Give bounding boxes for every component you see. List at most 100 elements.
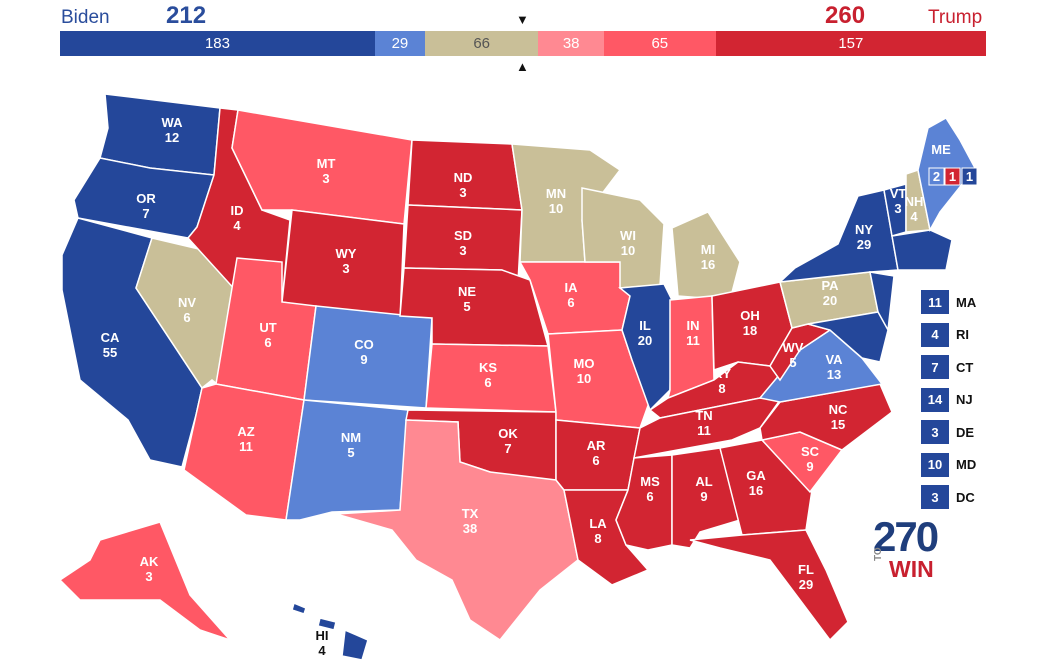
state-label-ca: CA (101, 330, 120, 345)
small-state-ev-box[interactable]: 3 (920, 484, 950, 510)
state-ev-in: 11 (686, 333, 700, 348)
state-label-ms: MS (640, 474, 660, 489)
trump-total: 260 (825, 2, 866, 29)
logo-to: TO (873, 547, 884, 561)
small-state-ev-box[interactable]: 4 (920, 321, 950, 348)
state-ev-fl: 29 (799, 577, 813, 592)
maine-district-box-2[interactable] (961, 167, 978, 186)
state-label-fl: FL (798, 562, 814, 577)
state-tx[interactable] (335, 419, 579, 642)
electoral-vote-bar: 183 29 66 38 65 157 (60, 31, 986, 56)
logo-number: 270 (873, 513, 939, 560)
state-ev-sc: 9 (806, 459, 813, 474)
state-label-az: AZ (237, 424, 254, 439)
state-label-ny: NY (855, 222, 873, 237)
state-nm[interactable] (285, 399, 409, 521)
maine-district-box-1[interactable] (944, 167, 961, 186)
state-ev-ms: 6 (646, 489, 653, 504)
state-ev-ne: 5 (463, 299, 470, 314)
state-ev-ks: 6 (484, 375, 491, 390)
state-ev-nh: 4 (910, 209, 918, 224)
bar-segment-0: 183 (60, 31, 375, 56)
small-state-abbr: DE (956, 424, 975, 440)
state-ev-nv: 6 (183, 310, 190, 325)
state-ev-ok: 7 (504, 441, 511, 456)
state-label-mo: MO (574, 356, 595, 371)
state-label-nv: NV (178, 295, 196, 310)
state-md[interactable] (807, 311, 889, 363)
state-label-nh: NH (905, 194, 924, 209)
small-state-ct[interactable]: 7 CT (920, 354, 973, 380)
state-ev-ar: 6 (592, 453, 599, 468)
state-label-al: AL (695, 474, 712, 489)
maine-district-ev-0: 2 (933, 169, 940, 184)
state-ev-ga: 16 (749, 483, 763, 498)
state-ny[interactable] (777, 189, 899, 283)
state-label-wv: WV (783, 340, 804, 355)
small-state-ev-box[interactable]: 10 (920, 451, 950, 478)
state-label-mn: MN (546, 186, 566, 201)
state-co[interactable] (303, 305, 433, 409)
small-state-ev-box[interactable]: 7 (920, 354, 950, 380)
state-ev-wa: 12 (165, 130, 179, 145)
state-label-la: LA (589, 516, 607, 531)
state-ev-ia: 6 (567, 295, 574, 310)
state-label-wy: WY (336, 246, 357, 261)
state-label-vt: VT (890, 186, 907, 201)
midpoint-arrow-up-icon: ▲ (516, 59, 529, 74)
bar-segment-2: 66 (424, 31, 539, 56)
state-ev-ny: 29 (857, 237, 871, 252)
state-label-wi: WI (620, 228, 636, 243)
state-label-tx: TX (462, 506, 479, 521)
bar-segment-1: 29 (374, 31, 425, 56)
maine-district-box-0[interactable] (928, 167, 945, 186)
state-label-co: CO (354, 337, 374, 352)
state-label-ar: AR (587, 438, 606, 453)
state-ev-pa: 20 (823, 293, 837, 308)
state-ev-nc: 15 (831, 417, 845, 432)
small-state-de[interactable]: 3 DE (920, 419, 974, 445)
small-state-ri[interactable]: 4 RI (920, 321, 969, 348)
state-label-tn: TN (695, 408, 712, 423)
small-state-dc[interactable]: 3 DC (920, 484, 975, 510)
small-state-nj[interactable]: 14 NJ (920, 386, 973, 413)
state-label-ks: KS (479, 360, 497, 375)
state-ev-wv: 5 (789, 355, 796, 370)
state-ma[interactable] (891, 229, 953, 271)
state-hi[interactable] (291, 601, 369, 661)
logo-win: WIN (889, 556, 934, 582)
state-ev-mn: 10 (549, 201, 563, 216)
state-ga[interactable] (719, 439, 813, 536)
state-ev-nm: 5 (347, 445, 354, 460)
small-state-abbr: DC (956, 489, 975, 505)
state-ev-oh: 18 (743, 323, 757, 338)
state-ev-ut: 6 (264, 335, 271, 350)
state-label-il: IL (639, 318, 651, 333)
state-ak[interactable] (58, 521, 233, 642)
state-ev-mt: 3 (322, 171, 329, 186)
small-state-ev-box[interactable]: 14 (920, 386, 950, 413)
state-ev-ak: 3 (145, 569, 152, 584)
state-label-or: OR (136, 191, 156, 206)
maine-district-ev-2: 1 (966, 169, 973, 184)
state-mi[interactable] (671, 211, 741, 301)
state-ev-az: 11 (239, 439, 253, 454)
small-state-md[interactable]: 10 MD (920, 451, 976, 478)
state-fl[interactable] (689, 529, 849, 642)
state-ev-vt: 3 (894, 201, 901, 216)
small-state-ev-box[interactable]: 3 (920, 419, 950, 445)
small-state-ev-box[interactable]: 11 (920, 289, 950, 315)
bar-segment-3: 38 (538, 31, 604, 56)
state-ev-la: 8 (594, 531, 601, 546)
state-ev-va: 13 (827, 367, 841, 382)
state-label-ut: UT (259, 320, 276, 335)
state-label-id: ID (231, 203, 244, 218)
state-ev-tx: 38 (463, 521, 477, 536)
state-label-mi: MI (701, 242, 715, 257)
small-state-ma[interactable]: 11 MA (920, 289, 976, 315)
trump-name: Trump (928, 7, 983, 28)
state-label-sc: SC (801, 444, 820, 459)
bar-segment-5: 157 (715, 31, 986, 56)
bar-segment-4: 65 (603, 31, 716, 56)
